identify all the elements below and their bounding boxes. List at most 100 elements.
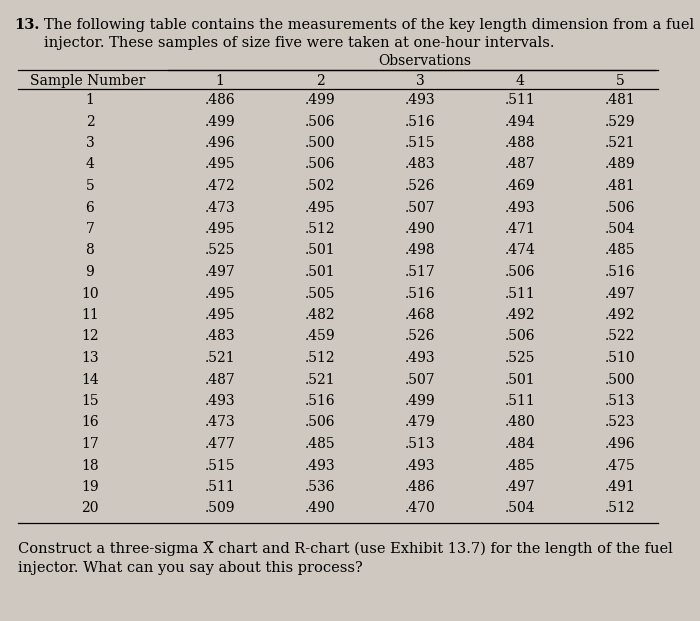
Text: .512: .512 <box>304 222 335 236</box>
Text: .472: .472 <box>204 179 235 193</box>
Text: .506: .506 <box>304 114 335 129</box>
Text: .481: .481 <box>605 179 636 193</box>
Text: .506: .506 <box>304 415 335 430</box>
Text: .468: .468 <box>405 308 435 322</box>
Text: .499: .499 <box>204 114 235 129</box>
Text: .490: .490 <box>405 222 435 236</box>
Text: .498: .498 <box>405 243 435 258</box>
Text: injector. What can you say about this process?: injector. What can you say about this pr… <box>18 561 363 575</box>
Text: 10: 10 <box>81 286 99 301</box>
Text: 2: 2 <box>85 114 94 129</box>
Text: .500: .500 <box>304 136 335 150</box>
Text: 16: 16 <box>81 415 99 430</box>
Text: .473: .473 <box>204 201 235 214</box>
Text: .502: .502 <box>304 179 335 193</box>
Text: .495: .495 <box>204 158 235 171</box>
Text: 7: 7 <box>85 222 94 236</box>
Text: .522: .522 <box>605 330 636 343</box>
Text: .481: .481 <box>605 93 636 107</box>
Text: .511: .511 <box>505 286 536 301</box>
Text: .506: .506 <box>304 158 335 171</box>
Text: .500: .500 <box>605 373 636 386</box>
Text: The following table contains the measurements of the key length dimension from a: The following table contains the measure… <box>44 18 694 32</box>
Text: .516: .516 <box>405 286 435 301</box>
Text: .511: .511 <box>204 480 235 494</box>
Text: .495: .495 <box>304 201 335 214</box>
Text: .494: .494 <box>505 114 536 129</box>
Text: 2: 2 <box>316 74 324 88</box>
Text: .516: .516 <box>405 114 435 129</box>
Text: 4: 4 <box>516 74 524 88</box>
Text: .487: .487 <box>204 373 235 386</box>
Text: .487: .487 <box>505 158 536 171</box>
Text: 15: 15 <box>81 394 99 408</box>
Text: 13: 13 <box>81 351 99 365</box>
Text: .504: .504 <box>505 502 536 515</box>
Text: injector. These samples of size five were taken at one-hour intervals.: injector. These samples of size five wer… <box>44 36 554 50</box>
Text: .511: .511 <box>505 93 536 107</box>
Text: .496: .496 <box>204 136 235 150</box>
Text: .492: .492 <box>605 308 636 322</box>
Text: .512: .512 <box>605 502 636 515</box>
Text: .501: .501 <box>505 373 536 386</box>
Text: 19: 19 <box>81 480 99 494</box>
Text: .509: .509 <box>204 502 235 515</box>
Text: .506: .506 <box>505 330 536 343</box>
Text: 18: 18 <box>81 458 99 473</box>
Text: .526: .526 <box>405 179 435 193</box>
Text: .459: .459 <box>304 330 335 343</box>
Text: 14: 14 <box>81 373 99 386</box>
Text: .489: .489 <box>605 158 636 171</box>
Text: .505: .505 <box>304 286 335 301</box>
Text: .477: .477 <box>204 437 235 451</box>
Text: 8: 8 <box>85 243 94 258</box>
Text: .486: .486 <box>405 480 435 494</box>
Text: 11: 11 <box>81 308 99 322</box>
Text: .493: .493 <box>405 93 435 107</box>
Text: .485: .485 <box>304 437 335 451</box>
Text: .529: .529 <box>605 114 636 129</box>
Text: .523: .523 <box>605 415 636 430</box>
Text: .493: .493 <box>204 394 235 408</box>
Text: .480: .480 <box>505 415 536 430</box>
Text: .495: .495 <box>204 308 235 322</box>
Text: .493: .493 <box>505 201 536 214</box>
Text: .479: .479 <box>405 415 435 430</box>
Text: .513: .513 <box>605 394 636 408</box>
Text: .483: .483 <box>405 158 435 171</box>
Text: Sample Number: Sample Number <box>30 74 146 88</box>
Text: .486: .486 <box>204 93 235 107</box>
Text: .510: .510 <box>605 351 636 365</box>
Text: .483: .483 <box>204 330 235 343</box>
Text: .513: .513 <box>405 437 435 451</box>
Text: .499: .499 <box>304 93 335 107</box>
Text: .492: .492 <box>505 308 536 322</box>
Text: .521: .521 <box>204 351 235 365</box>
Text: .493: .493 <box>405 351 435 365</box>
Text: .526: .526 <box>405 330 435 343</box>
Text: .493: .493 <box>405 458 435 473</box>
Text: .506: .506 <box>505 265 536 279</box>
Text: .516: .516 <box>605 265 636 279</box>
Text: .504: .504 <box>605 222 636 236</box>
Text: .496: .496 <box>605 437 636 451</box>
Text: .501: .501 <box>304 243 335 258</box>
Text: .516: .516 <box>304 394 335 408</box>
Text: Construct a three-sigma X̅ chart and R-chart (use Exhibit 13.7) for the length o: Construct a three-sigma X̅ chart and R-c… <box>18 541 673 556</box>
Text: .499: .499 <box>405 394 435 408</box>
Text: 4: 4 <box>85 158 94 171</box>
Text: 17: 17 <box>81 437 99 451</box>
Text: .484: .484 <box>505 437 536 451</box>
Text: .517: .517 <box>405 265 435 279</box>
Text: .536: .536 <box>304 480 335 494</box>
Text: .497: .497 <box>605 286 636 301</box>
Text: 5: 5 <box>615 74 624 88</box>
Text: .482: .482 <box>304 308 335 322</box>
Text: 20: 20 <box>81 502 99 515</box>
Text: .471: .471 <box>505 222 536 236</box>
Text: 1: 1 <box>216 74 225 88</box>
Text: .515: .515 <box>405 136 435 150</box>
Text: .474: .474 <box>505 243 536 258</box>
Text: .488: .488 <box>505 136 536 150</box>
Text: .506: .506 <box>605 201 636 214</box>
